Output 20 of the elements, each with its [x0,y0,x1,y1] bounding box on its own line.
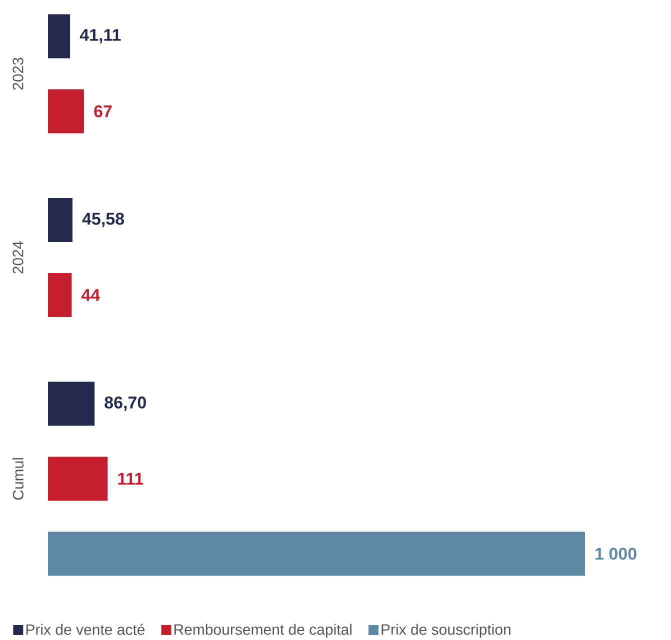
data-label: 67 [94,105,112,118]
data-label: 111 [118,472,144,485]
bar [48,273,72,318]
bar [48,382,95,426]
y-tick-label: 2023 [12,58,24,90]
legend-label: Prix de vente acté [26,624,145,635]
y-tick-label: 2024 [12,241,24,274]
legend-label: Prix de souscription [382,624,510,638]
legend-label: Remboursement de capital [174,624,352,638]
data-label: 86,70 [104,396,146,412]
data-label: 1 000 [596,548,636,560]
data-label: 41,11 [80,29,121,44]
data-label: 44 [81,289,100,301]
bar [48,456,108,501]
bar [48,198,72,242]
bar [48,532,586,576]
bar [48,14,70,58]
data-label: 45,58 [82,212,124,228]
bar [48,89,84,134]
y-tick-label: Cumul [12,458,24,500]
